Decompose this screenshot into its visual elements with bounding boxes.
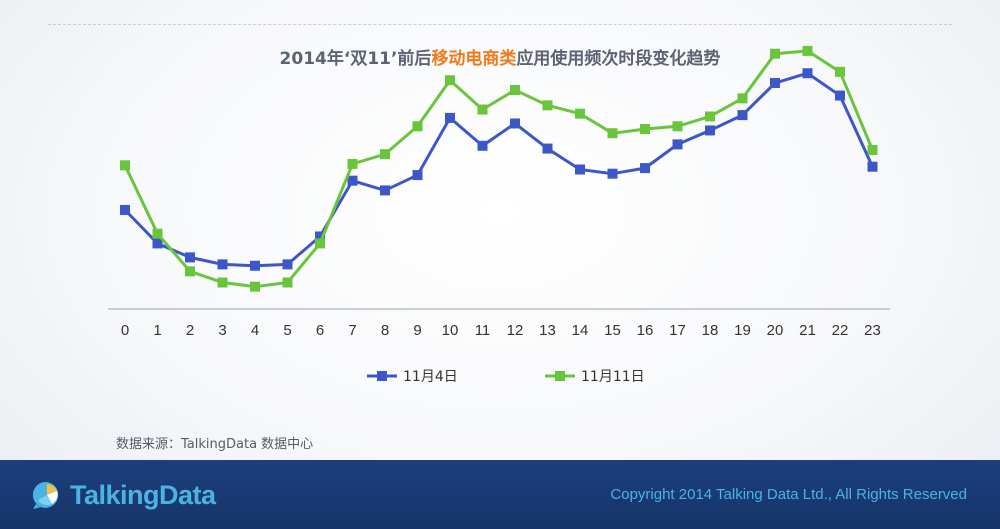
legend-label-2: 11月11日	[581, 369, 645, 385]
title-suffix: 应用使用频次时段变化趋势	[516, 49, 721, 69]
data-point-series-1	[770, 78, 780, 89]
copyright-text: Copyright 2014 Talking Data Ltd., All Ri…	[610, 486, 967, 503]
data-point-series-1	[412, 170, 423, 181]
data-point-series-1	[867, 161, 878, 172]
data-point-series-2	[412, 121, 423, 132]
data-point-series-2	[770, 48, 780, 59]
data-point-series-2	[607, 128, 618, 139]
data-point-series-2	[802, 45, 813, 56]
data-point-series-2	[705, 111, 715, 122]
x-tick-label: 14	[572, 322, 589, 339]
x-tick-label: 4	[251, 322, 259, 339]
data-point-series-2	[185, 266, 195, 277]
data-point-series-1	[510, 118, 520, 129]
data-point-series-1	[705, 125, 715, 136]
data-point-series-1	[315, 231, 325, 242]
data-point-series-2	[672, 121, 683, 132]
data-point-series-2	[380, 149, 390, 160]
data-point-series-1	[347, 175, 358, 186]
data-point-series-1	[380, 185, 390, 196]
data-point-series-2	[835, 66, 845, 77]
data-point-series-2	[152, 228, 163, 239]
x-tick-label: 12	[507, 322, 524, 339]
x-tick-label: 2	[186, 322, 194, 339]
line-chart: 0 1 2 3 4 5 6 7 8 9 10 11 12 13 14 15 16 17 18 19 20 21 22 2311…	[108, 45, 890, 385]
data-point-series-1	[477, 140, 488, 151]
x-tick-label: 23	[864, 322, 881, 339]
data-point-series-1	[835, 90, 845, 101]
x-tick-label: 13	[539, 322, 556, 339]
data-point-series-2	[542, 100, 553, 111]
x-tick-label: 7	[348, 322, 356, 339]
data-point-series-2	[867, 144, 878, 155]
footer-bar: TalkingData Copyright 2014 Talking Data …	[0, 460, 1000, 529]
data-point-series-2	[315, 238, 325, 249]
logo-mark-icon	[32, 481, 59, 509]
data-point-series-2	[510, 84, 520, 95]
x-tick-label: 6	[316, 322, 324, 339]
data-point-series-2	[217, 277, 228, 288]
data-point-series-1	[802, 68, 813, 79]
data-point-series-2	[445, 75, 455, 86]
x-tick-label: 21	[799, 322, 816, 339]
data-point-series-2	[282, 277, 293, 288]
x-tick-label: 10	[442, 322, 459, 339]
data-point-series-2	[477, 104, 488, 115]
data-point-series-1	[575, 164, 585, 175]
data-point-series-2	[640, 124, 650, 135]
x-tick-label: 11	[475, 322, 491, 339]
x-tick-label: 5	[283, 322, 291, 339]
x-tick-label: 19	[734, 322, 751, 339]
data-point-series-2	[347, 158, 358, 169]
data-point-series-1	[640, 163, 650, 174]
talkingdata-logo: TalkingData	[30, 475, 216, 515]
x-tick-label: 15	[604, 322, 621, 339]
data-point-series-2	[737, 93, 748, 104]
data-point-series-1	[152, 238, 163, 249]
title-prefix: 2014年‘双11’前后	[279, 49, 432, 69]
data-point-series-1	[217, 259, 228, 270]
data-point-series-1	[185, 252, 195, 263]
x-tick-label: 3	[218, 322, 226, 339]
x-tick-label: 17	[669, 322, 686, 339]
series-line-1	[123, 71, 874, 268]
data-point-series-2	[250, 281, 260, 292]
data-point-series-2	[120, 160, 130, 171]
x-tick-label: 16	[637, 322, 654, 339]
data-point-series-1	[445, 112, 455, 123]
x-tick-label: 1	[153, 322, 161, 339]
logo-wordmark: TalkingData	[70, 479, 216, 510]
x-tick-label: 22	[832, 322, 849, 339]
top-divider	[48, 24, 952, 25]
legend-marker-2	[555, 371, 565, 381]
data-point-series-1	[672, 139, 683, 150]
x-tick-label: 0	[121, 322, 129, 339]
legend-label-1: 11月4日	[403, 369, 458, 385]
data-point-series-1	[737, 110, 748, 121]
series-line-2	[123, 49, 874, 289]
data-point-series-1	[282, 259, 293, 270]
chart-title: 2014年‘双11’前后移动电商类应用使用频次时段变化趋势	[0, 44, 1000, 69]
x-tick-label: 9	[413, 322, 421, 339]
data-point-series-1	[250, 260, 260, 271]
x-tick-label: 20	[767, 322, 784, 339]
data-source-note: 数据来源：TalkingData 数据中心	[116, 437, 314, 452]
data-point-series-2	[575, 108, 585, 119]
x-tick-label: 18	[702, 322, 719, 339]
data-point-series-1	[542, 143, 553, 154]
x-tick-label: 8	[381, 322, 389, 339]
data-point-series-1	[607, 168, 618, 179]
title-highlight: 移动电商类	[431, 49, 517, 69]
legend-marker-1	[377, 371, 387, 381]
data-point-series-1	[120, 204, 130, 215]
